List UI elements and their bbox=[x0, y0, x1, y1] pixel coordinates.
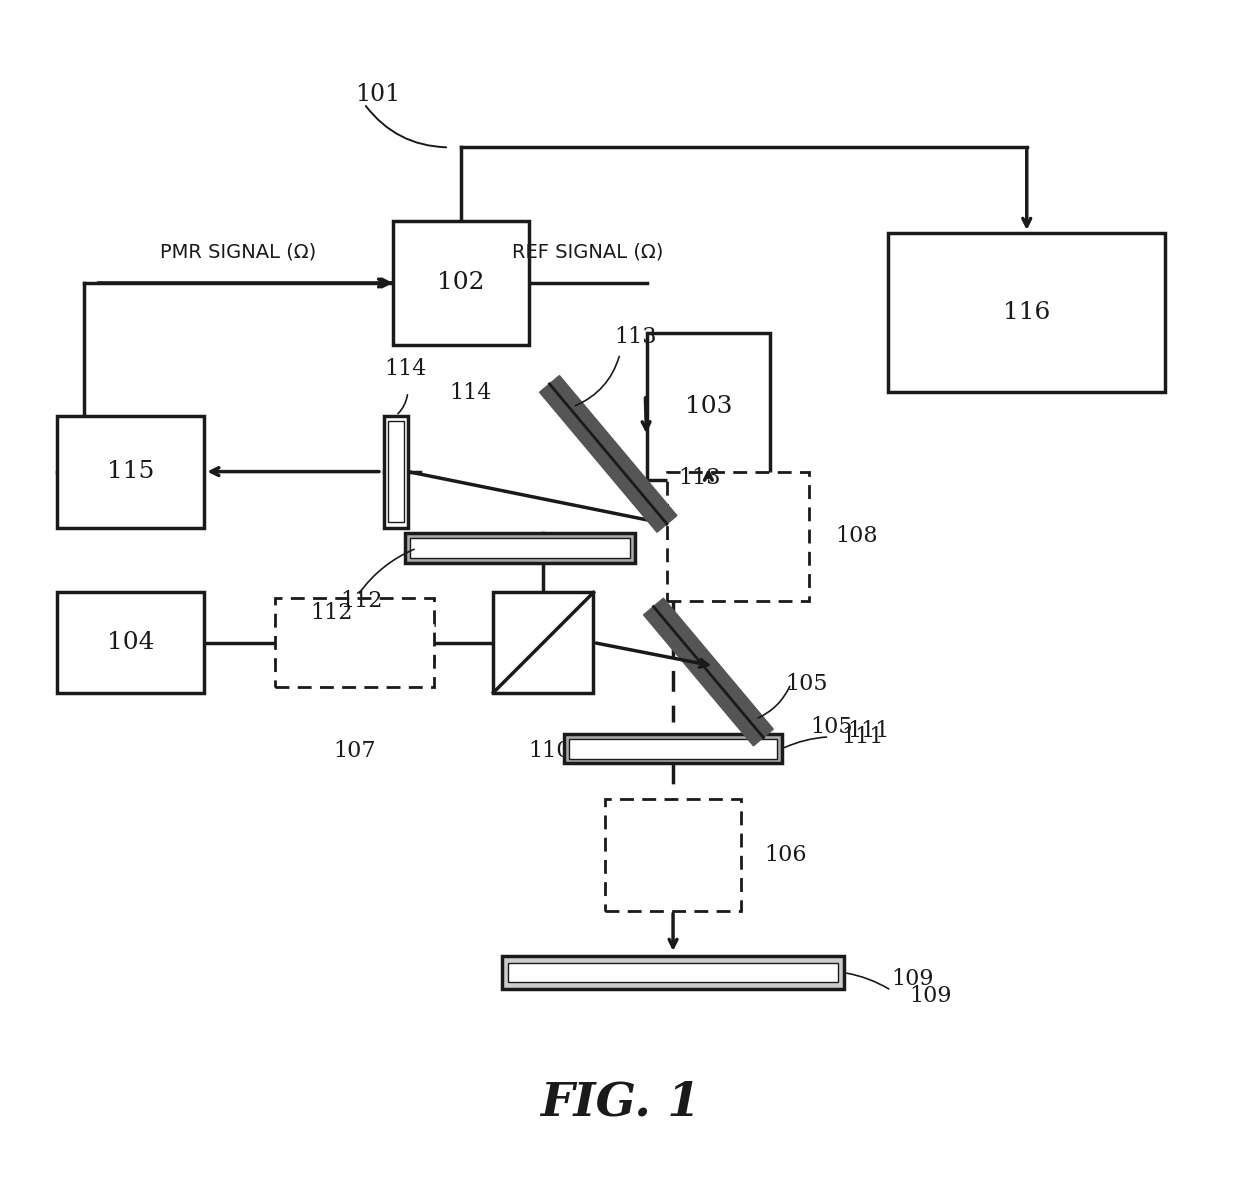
Text: 105: 105 bbox=[785, 673, 827, 694]
Text: 101: 101 bbox=[355, 83, 401, 106]
Text: 112: 112 bbox=[310, 602, 353, 624]
Text: 104: 104 bbox=[107, 631, 155, 654]
Bar bbox=[57, 592, 205, 692]
Bar bbox=[605, 799, 742, 910]
Bar bbox=[646, 332, 770, 481]
Bar bbox=[384, 415, 408, 528]
Text: 107: 107 bbox=[334, 740, 376, 762]
Text: 114: 114 bbox=[384, 358, 427, 380]
Text: 111: 111 bbox=[847, 720, 889, 742]
Bar bbox=[569, 738, 777, 759]
Bar bbox=[388, 422, 404, 521]
Text: 105: 105 bbox=[811, 716, 853, 738]
Text: PMR SIGNAL (Ω): PMR SIGNAL (Ω) bbox=[160, 243, 316, 262]
Text: 110: 110 bbox=[528, 740, 570, 762]
Text: 109: 109 bbox=[892, 968, 934, 989]
Text: 114: 114 bbox=[449, 382, 491, 403]
Text: 115: 115 bbox=[107, 460, 155, 483]
Bar bbox=[409, 538, 630, 558]
Bar bbox=[393, 222, 528, 344]
Bar bbox=[667, 472, 810, 601]
Bar bbox=[508, 963, 838, 982]
Bar bbox=[564, 733, 782, 764]
Bar bbox=[888, 233, 1166, 391]
Polygon shape bbox=[539, 376, 677, 532]
Text: 103: 103 bbox=[684, 395, 732, 419]
Text: 113: 113 bbox=[678, 467, 722, 488]
Text: 116: 116 bbox=[1003, 301, 1050, 324]
Bar bbox=[502, 956, 844, 989]
Text: 102: 102 bbox=[436, 271, 485, 295]
Text: 106: 106 bbox=[764, 844, 806, 865]
Text: 112: 112 bbox=[340, 591, 382, 612]
Bar bbox=[494, 592, 594, 692]
Bar bbox=[404, 533, 635, 562]
Text: 111: 111 bbox=[841, 726, 883, 747]
Text: 113: 113 bbox=[614, 325, 657, 348]
Text: 108: 108 bbox=[836, 526, 878, 547]
Text: FIG. 1: FIG. 1 bbox=[539, 1079, 701, 1126]
Bar bbox=[57, 415, 205, 528]
Polygon shape bbox=[644, 598, 774, 746]
Text: 109: 109 bbox=[909, 986, 951, 1007]
Bar bbox=[275, 599, 434, 686]
Text: REF SIGNAL (Ω): REF SIGNAL (Ω) bbox=[512, 243, 663, 262]
